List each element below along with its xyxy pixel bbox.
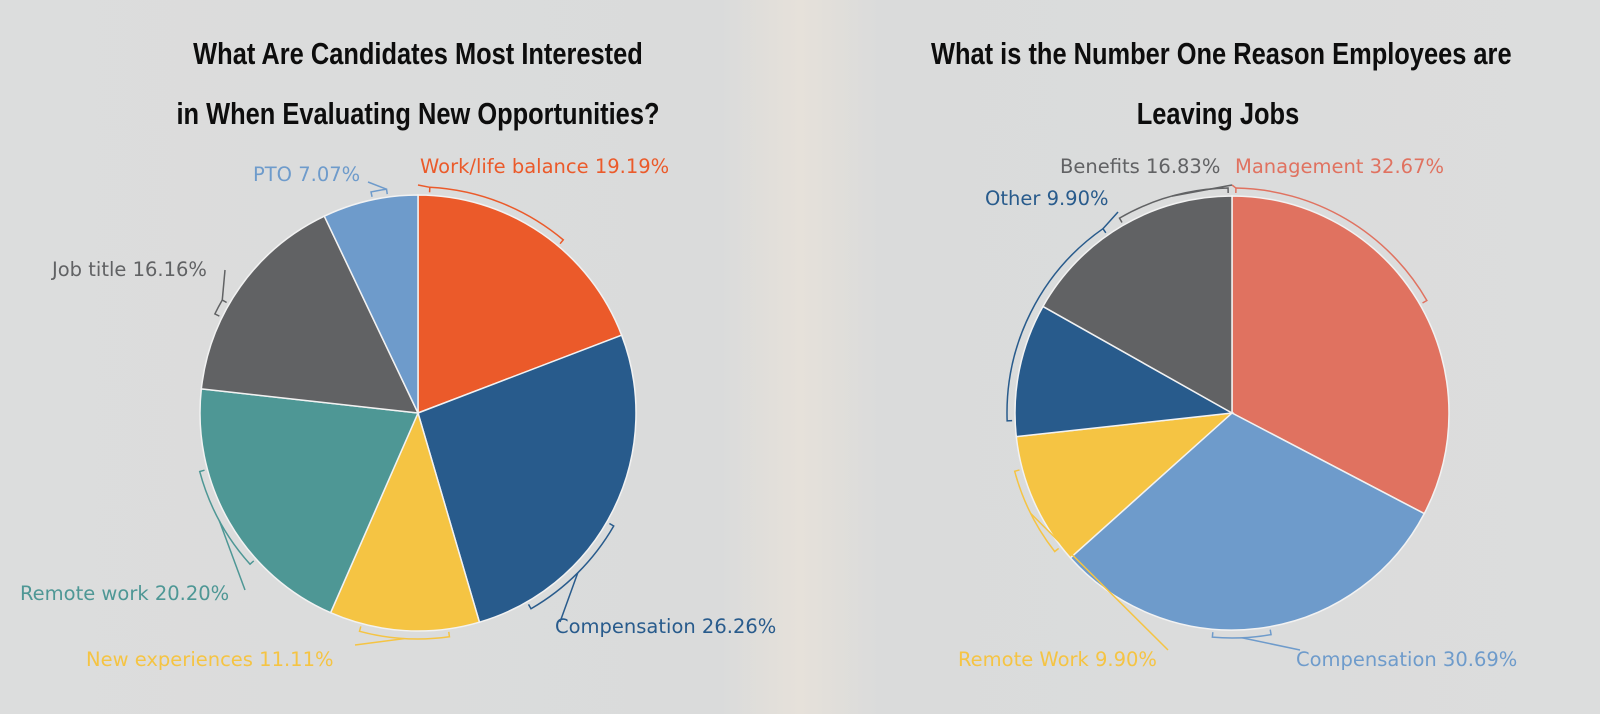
pie-slice-other [1014, 305, 1235, 438]
label-leader-line [1171, 184, 1233, 197]
pie-slice-remote-work [199, 388, 420, 614]
pie-slice-compensation [417, 334, 637, 624]
pie-slice-pto [323, 194, 419, 414]
pie-slice-remote-work [1015, 412, 1235, 559]
pie-charts [198, 181, 1450, 651]
label-bracket [1235, 187, 1428, 304]
right-chart-title-line-1: What is the Number One Reason Employees … [931, 36, 1512, 71]
label-pto: PTO 7.07% [253, 163, 361, 186]
label-job-title: Job title 16.16% [52, 258, 207, 281]
label-bracket [1006, 227, 1107, 422]
label-leader-line [354, 637, 405, 646]
pie-slice-benefits [1041, 195, 1233, 415]
label-leader-line [417, 184, 430, 189]
label-leader-line [1231, 184, 1237, 189]
label-remote-work-right: Remote Work 9.90% [958, 648, 1157, 671]
label-bracket [428, 186, 565, 245]
label-management: Management 32.67% [1235, 155, 1445, 178]
label-other: Other 9.90% [985, 187, 1109, 210]
label-bracket [198, 469, 255, 566]
label-remote-work: Remote work 20.20% [20, 582, 230, 605]
label-compensation-right: Compensation 30.69% [1296, 648, 1518, 671]
label-compensation: Compensation 26.26% [555, 615, 777, 638]
label-benefits: Benefits 16.83% [1060, 155, 1221, 178]
left-chart-title-line-1: What Are Candidates Most Interested [193, 36, 643, 71]
pie-slice-new-experiences [329, 410, 481, 632]
label-leader-line [218, 520, 246, 591]
label-leader-line [559, 572, 579, 623]
label-bracket [213, 298, 227, 317]
pie-slice-job-title [200, 215, 420, 414]
label-leader-line [1102, 211, 1119, 230]
label-leader-line [367, 181, 387, 190]
label-leader-line [1241, 637, 1301, 651]
label-bracket [1118, 187, 1229, 223]
right-chart-title-line-2: Leaving Jobs [1136, 96, 1300, 131]
label-new-experiences: New experiences 11.11% [86, 648, 334, 671]
pie-slice-management [1231, 195, 1450, 515]
label-work-life-balance: Work/life balance 19.19% [420, 155, 670, 178]
label-bracket [1211, 629, 1272, 639]
label-leader-line [1030, 512, 1169, 651]
label-bracket [370, 188, 388, 197]
label-leader-line [221, 269, 226, 301]
left-chart-title-line-2: in When Evaluating New Opportunities? [176, 96, 660, 131]
pie-slice-work-life-balance [417, 194, 623, 415]
